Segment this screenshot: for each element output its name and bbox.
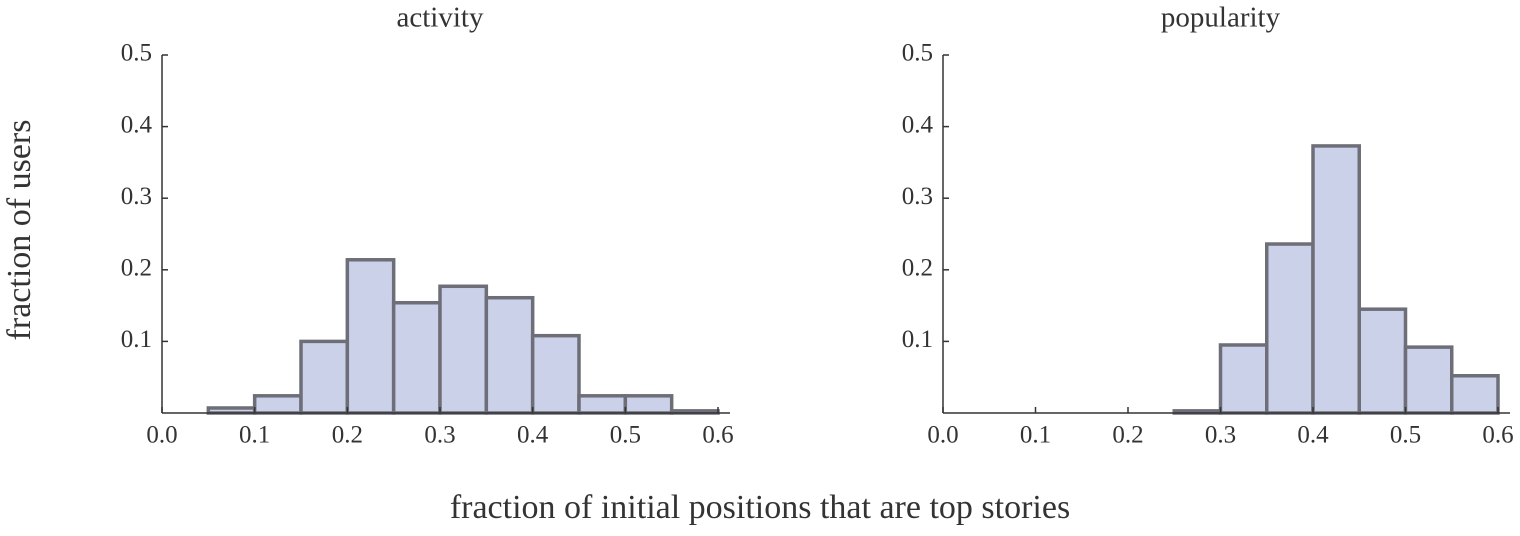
y-axis-label: fraction of users xyxy=(1,120,38,341)
x-tick-label: 0.4 xyxy=(1297,422,1329,449)
y-tick-label: 0.4 xyxy=(902,111,934,138)
bar xyxy=(1265,242,1315,415)
chart-title: activity xyxy=(397,2,484,34)
y-tick-label: 0.2 xyxy=(902,255,933,282)
bar xyxy=(530,333,581,415)
y-tick-label: 0.1 xyxy=(902,326,933,353)
x-tick-label: 0.5 xyxy=(610,422,641,449)
bar xyxy=(438,284,489,415)
x-tick-label: 0.5 xyxy=(1390,422,1421,449)
bar xyxy=(623,394,674,415)
x-tick-label: 0.6 xyxy=(1482,422,1513,449)
bar xyxy=(1403,345,1454,415)
y-tick-label: 0.2 xyxy=(121,255,152,282)
x-tick-label: 0.6 xyxy=(702,422,733,449)
bar xyxy=(206,406,257,415)
x-tick-label: 0.2 xyxy=(332,422,363,449)
x-tick-label: 0.0 xyxy=(927,422,958,449)
x-tick-label: 0.1 xyxy=(1020,422,1051,449)
chart-title: popularity xyxy=(1161,2,1281,34)
bar xyxy=(1450,374,1500,415)
x-tick-label: 0.4 xyxy=(517,422,549,449)
x-tick-label: 0.3 xyxy=(1205,422,1236,449)
bar xyxy=(1311,144,1361,415)
y-tick-label: 0.1 xyxy=(121,326,152,353)
y-tick-label: 0.3 xyxy=(121,183,152,210)
y-tick-label: 0.3 xyxy=(902,183,933,210)
bar xyxy=(345,258,396,415)
bar xyxy=(299,339,350,415)
bar xyxy=(252,394,303,415)
x-tick-label: 0.0 xyxy=(146,422,177,449)
bar xyxy=(391,300,442,415)
bar xyxy=(577,394,628,415)
bar xyxy=(484,295,535,415)
bar xyxy=(1218,343,1269,415)
x-tick-label: 0.2 xyxy=(1112,422,1143,449)
y-tick-label: 0.4 xyxy=(121,111,153,138)
y-tick-label: 0.5 xyxy=(121,40,152,67)
bar xyxy=(1357,307,1408,415)
x-tick-label: 0.3 xyxy=(424,422,455,449)
x-tick-label: 0.1 xyxy=(239,422,270,449)
x-axis-label: fraction of initial positions that are t… xyxy=(450,489,1070,526)
y-tick-label: 0.5 xyxy=(902,40,933,67)
